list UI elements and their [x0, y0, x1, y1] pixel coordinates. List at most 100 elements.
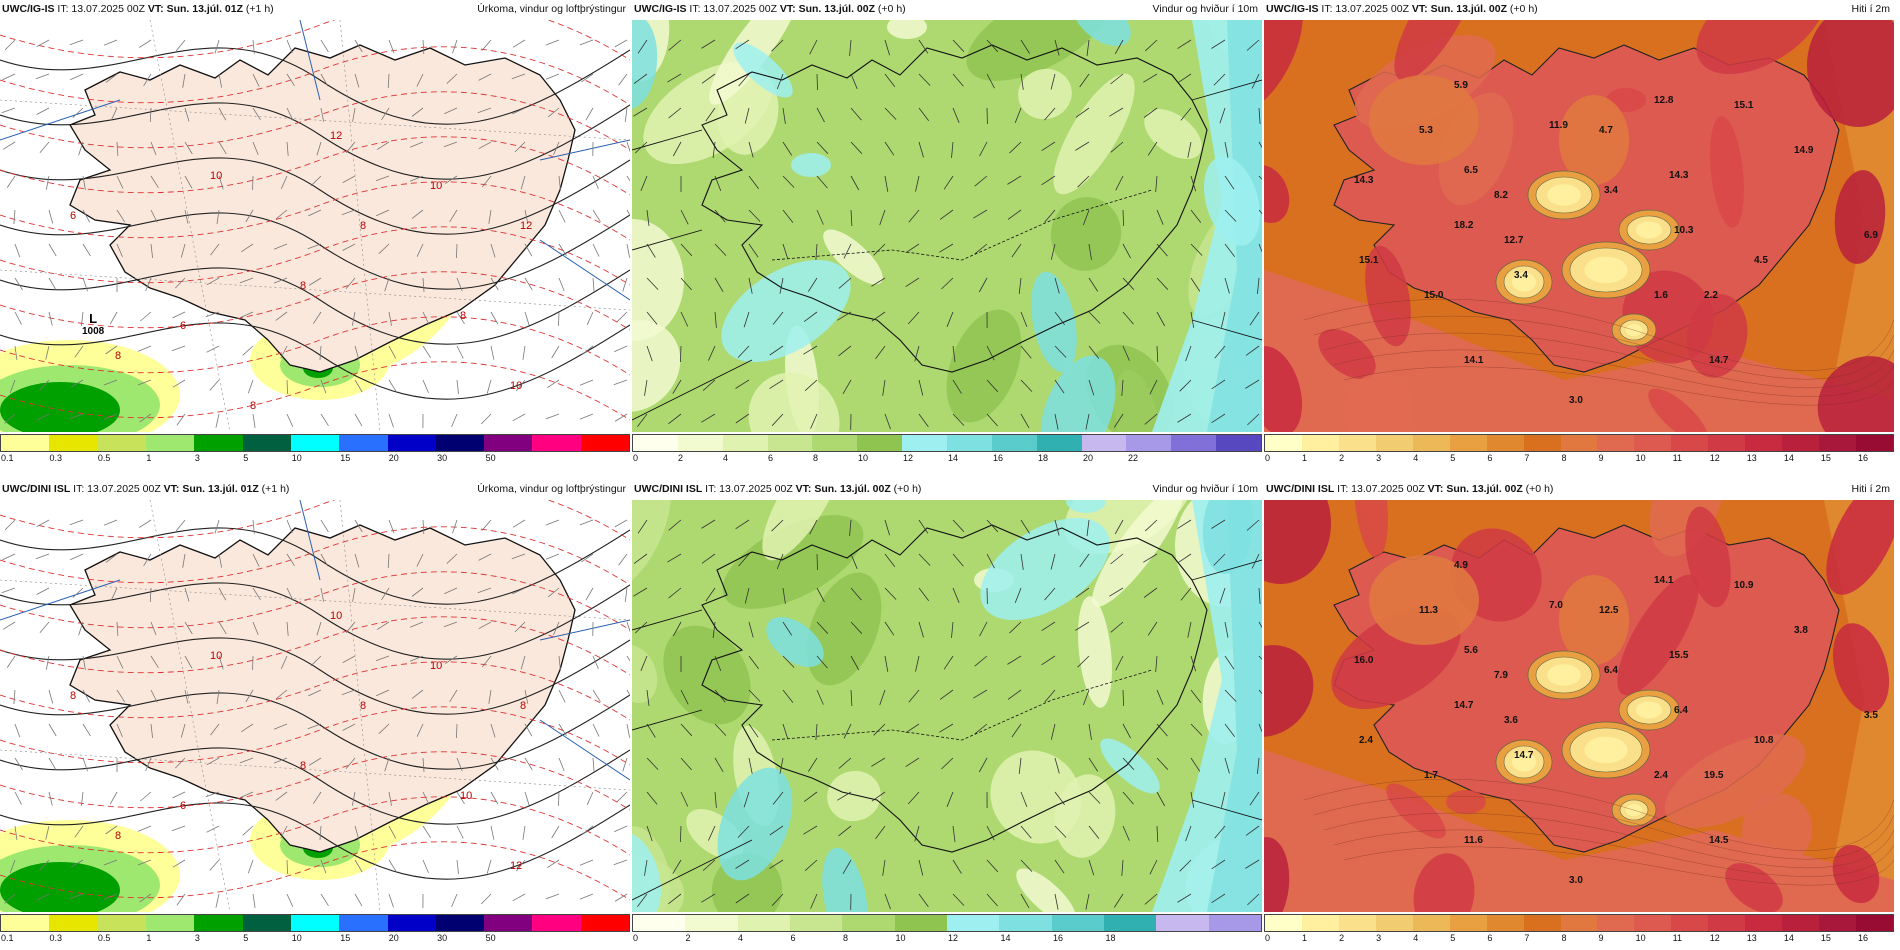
- colorbar-swatch: [1634, 435, 1672, 451]
- temperature-value: 3.8: [1794, 625, 1808, 636]
- colorbar: [0, 434, 630, 452]
- isotherm-label: 10: [330, 610, 343, 622]
- colorbar-tick-label: 1: [146, 933, 152, 943]
- lead-time: (+1 h): [243, 3, 274, 15]
- colorbar: [1264, 914, 1894, 932]
- colorbar-tick-label: 1: [1302, 933, 1308, 943]
- colorbar-ticks: 0.1 0.3 0.5 1 3 5 10 15 20 30 50: [0, 453, 630, 465]
- temperature-value: 2.4: [1359, 735, 1373, 746]
- temperature-value: 3.0: [1569, 395, 1583, 406]
- isotherm-label: 12: [510, 860, 523, 872]
- isotherm-label: 8: [300, 280, 307, 292]
- iceland-outline: [69, 524, 576, 853]
- lead-time: (+1 h): [258, 483, 290, 495]
- colorbar-tick-label: 20: [388, 933, 399, 943]
- colorbar-tick-label: 8: [843, 933, 849, 943]
- colorbar-swatch: [97, 435, 146, 451]
- colorbar-swatch: [1523, 915, 1561, 931]
- temperature-value: 19.5: [1704, 770, 1724, 781]
- isotherm-label: 8: [460, 310, 467, 322]
- temperature-value: 5.9: [1454, 80, 1468, 91]
- map-area: 4.9 11.3 16.0 5.6 7.0 12.5 14.1 10.9 3.8 15.5 7.9 6…: [1264, 500, 1894, 912]
- colorbar-ticks: 0.1 0.3 0.5 1 3 5 10 15 20 30 50: [0, 933, 630, 945]
- panel-header: UWC/IG-IS IT: 13.07.2025 00Z VT: Sun. 13…: [0, 0, 630, 18]
- colorbar-swatch: [1, 435, 50, 451]
- colorbar-tick-label: 10: [291, 453, 302, 463]
- temp-shading: [1264, 500, 1894, 912]
- colorbar-tick-label: 0: [633, 933, 639, 943]
- colorbar-swatch: [145, 915, 195, 931]
- colorbar-swatch: [1375, 915, 1413, 931]
- colorbar-swatch: [484, 435, 533, 451]
- map-canvas: [1264, 500, 1894, 912]
- colorbar-tick-label: 16: [1857, 933, 1868, 943]
- colorbar-tick-label: 2: [685, 933, 691, 943]
- temperature-value: 3.6: [1504, 715, 1518, 726]
- iceland-outline: [69, 44, 576, 373]
- temperature-value: 14.7: [1514, 750, 1534, 761]
- temperature-value: 18.2: [1454, 220, 1474, 231]
- colorbar-swatch: [1265, 915, 1302, 931]
- temperature-value: 7.0: [1549, 600, 1563, 611]
- colorbar-tick-label: 12: [903, 453, 914, 463]
- colorbar-ticks: 0 1 2 3 4 5 6 7 8 9 10 11 12 13 14 15 16: [1264, 933, 1894, 945]
- colorbar-tick-label: 16: [1857, 453, 1868, 463]
- temperature-value: 11.9: [1549, 120, 1568, 131]
- temperature-value: 3.4: [1514, 270, 1528, 281]
- temperature-value: 1.7: [1424, 770, 1438, 781]
- lead-time: (+0 h): [875, 3, 906, 15]
- isotherm-label: 8: [70, 690, 77, 702]
- temperature-value: 10.9: [1734, 580, 1754, 591]
- colorbar-swatch: [1449, 435, 1487, 451]
- colorbar-tick-label: 9: [1598, 933, 1604, 943]
- colorbar-tick-label: 20: [1083, 453, 1094, 463]
- colorbar-swatch: [857, 435, 903, 451]
- temperature-value: 6.4: [1604, 665, 1618, 676]
- colorbar-swatch: [1856, 435, 1893, 451]
- colorbar-swatch: [991, 435, 1037, 451]
- wind-barbs: [1, 519, 630, 909]
- isotherm-label: 8: [115, 350, 122, 362]
- precip-panel-dini: UWC/DINI ISL IT: 13.07.2025 00Z VT: Sun.…: [0, 480, 630, 945]
- colorbar-tick-label: 14: [948, 453, 959, 463]
- colorbar-swatch: [947, 435, 992, 451]
- init-time: IT: 13.07.2025 00Z: [686, 3, 777, 15]
- colorbar-swatch: [1301, 915, 1339, 931]
- product-title: Vindur og hviður í 10m: [1152, 483, 1258, 495]
- lead-time: (+0 h): [1522, 483, 1554, 495]
- temperature-value: 14.1: [1464, 355, 1484, 366]
- valid-time: VT: Sun. 13.júl. 00Z: [1411, 3, 1508, 15]
- temperature-value: 16.0: [1354, 655, 1374, 666]
- colorbar-swatch: [1708, 435, 1746, 451]
- colorbar-swatch: [1634, 915, 1672, 931]
- colorbar-swatch: [339, 435, 388, 451]
- colorbar-swatch: [1745, 435, 1783, 451]
- colorbar-tick-label: 13: [1746, 933, 1757, 943]
- colorbar-tick-label: 7: [1524, 453, 1530, 463]
- isotherm-label: 8: [520, 700, 527, 712]
- colorbar-tick-label: 12: [948, 933, 959, 943]
- temperature-value: 10.8: [1754, 735, 1774, 746]
- colorbar-swatch: [435, 435, 485, 451]
- colorbar-tick-label: 13: [1746, 453, 1757, 463]
- temperature-value: 3.4: [1604, 185, 1618, 196]
- colorbar-tick-label: 9: [1598, 453, 1604, 463]
- colorbar-swatch: [1216, 435, 1262, 451]
- colorbar-swatch: [532, 435, 581, 451]
- colorbar-swatch: [999, 915, 1052, 931]
- colorbar-tick-label: 8: [1561, 453, 1567, 463]
- colorbar-tick-label: 3: [194, 933, 200, 943]
- temperature-value: 6.9: [1864, 230, 1878, 241]
- colorbar-tick-label: 4: [1413, 933, 1419, 943]
- temperature-value: 10.3: [1674, 225, 1694, 236]
- colorbar-tick-label: 2: [1339, 933, 1345, 943]
- colorbar-tick-label: 12: [1709, 933, 1720, 943]
- map-area: 5.9 5.3 14.3 6.5 11.9 4.7 12.8 15.1 14.9 14.3 8.2 3…: [1264, 20, 1894, 432]
- colorbar-swatch: [1486, 915, 1524, 931]
- valid-time: VT: Sun. 13.júl. 00Z: [795, 483, 891, 495]
- valid-time: VT: Sun. 13.júl. 01Z: [147, 3, 244, 15]
- init-time: IT: 13.07.2025 00Z: [1318, 3, 1409, 15]
- map-canvas: [1264, 20, 1894, 432]
- colorbar-tick-label: 22: [1128, 453, 1139, 463]
- temp-shading: [1264, 20, 1894, 432]
